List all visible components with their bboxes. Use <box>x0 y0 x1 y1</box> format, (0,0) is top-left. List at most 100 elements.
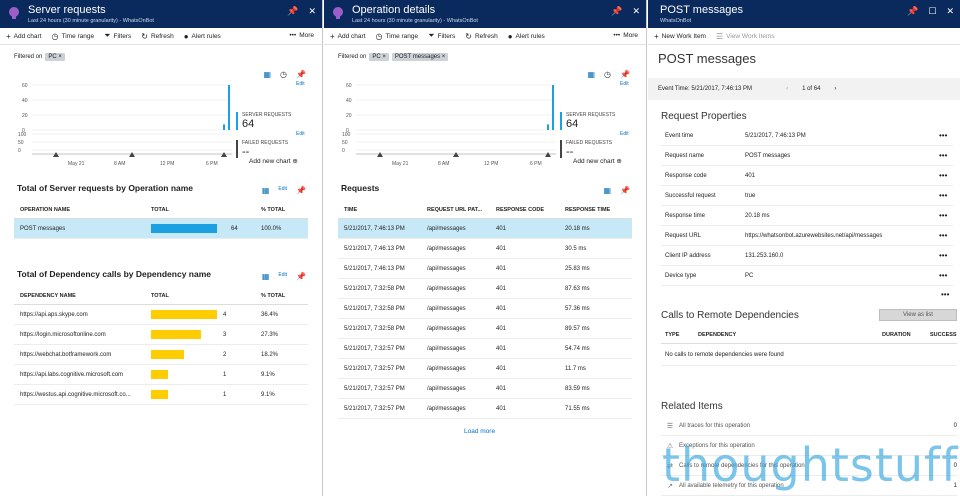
table-row[interactable]: 5/21/2017, 7:32:58 PM/api/messages 401 89.… <box>338 319 632 339</box>
table-row[interactable]: https://api.aps.skype.com 4 36.4% <box>14 305 308 325</box>
server-requests-count: 64 <box>242 118 255 130</box>
pin-icon[interactable]: 📌 <box>907 6 919 16</box>
next-icon[interactable]: › <box>834 86 837 92</box>
ellipsis-icon[interactable]: ••• <box>939 231 948 240</box>
table-row[interactable]: 5/21/2017, 7:46:13 PM/api/messages 401 30.… <box>338 239 632 259</box>
pin-icon[interactable]: 📌 <box>296 272 306 281</box>
edit-link[interactable]: Edit <box>278 272 288 278</box>
pin-icon[interactable]: 📌 <box>620 70 630 79</box>
grid-icon[interactable]: ▦ <box>587 70 596 79</box>
table-row[interactable]: 5/21/2017, 7:32:58 PM/api/messages 401 87.… <box>338 279 632 299</box>
time-marker[interactable] <box>53 152 59 157</box>
table-row[interactable]: 5/21/2017, 7:46:13 PM/api/messages 401 25.… <box>338 259 632 279</box>
ellipsis-icon[interactable]: ••• <box>939 171 948 180</box>
time-cell: 5/21/2017, 7:32:58 PM <box>344 325 405 332</box>
filter-chip-pc[interactable]: PC × <box>45 53 65 61</box>
filter-icon: ⏷ <box>104 31 111 40</box>
filters-button[interactable]: ⏷ Filters <box>428 31 456 40</box>
table-row[interactable]: https://login.microsoftonline.com 3 27.3% <box>14 325 308 345</box>
table-row[interactable]: POST messages 64 100.0% <box>14 219 308 239</box>
y-tick-label: 60 <box>22 83 28 89</box>
time-range-button[interactable]: ◷ Time range <box>51 31 95 41</box>
ellipsis-icon[interactable]: ••• <box>939 151 948 160</box>
maximize-icon[interactable]: ☐ <box>928 6 937 16</box>
edit-chart-link[interactable]: Edit <box>620 81 629 87</box>
view-work-items-button[interactable]: ☰ View Work Items <box>715 31 775 41</box>
more-ellipsis-icon[interactable]: ••• <box>941 290 950 299</box>
table-row[interactable]: https://webchat.botframework.com 2 18.2% <box>14 345 308 365</box>
filter-chip-pc[interactable]: PC × <box>369 53 389 61</box>
add-chart-button[interactable]: + Add chart <box>330 31 366 41</box>
property-value: 131.253.160.0 <box>745 252 784 259</box>
related-item[interactable]: ⚠ Exceptions for this operation <box>661 436 957 456</box>
pin-icon[interactable]: 📌 <box>611 6 623 16</box>
ellipsis-icon[interactable]: ••• <box>939 271 948 280</box>
total-bar <box>151 310 217 319</box>
table-row[interactable]: https://api.labs.cognitive.microsoft.com… <box>14 365 308 385</box>
edit-chart-link[interactable]: Edit <box>296 131 305 137</box>
close-icon[interactable]: ✕ <box>632 6 640 16</box>
ellipsis-icon[interactable]: ••• <box>939 131 948 140</box>
refresh-button[interactable]: ↻ Refresh <box>465 31 498 41</box>
property-row: Request name POST messages ••• <box>661 146 953 166</box>
failed-requests-summary: FAILED REQUESTS -- <box>560 140 612 158</box>
grid-icon[interactable]: ▦ <box>261 186 270 195</box>
ellipsis-icon[interactable]: ••• <box>939 211 948 220</box>
failed-requests-count: -- <box>242 146 250 158</box>
add-chart-button[interactable]: + Add chart <box>6 31 42 41</box>
ellipsis-icon[interactable]: ••• <box>939 191 948 200</box>
table-row[interactable]: 5/21/2017, 7:32:57 PM/api/messages 401 71.… <box>338 399 632 419</box>
time-marker[interactable] <box>129 152 135 157</box>
related-item[interactable]: ⇄ Calls to remote dependencies for this o… <box>661 456 957 476</box>
table-row[interactable]: https://westus.api.cognitive.microsoft.c… <box>14 385 308 405</box>
pin-icon[interactable]: 📌 <box>296 186 306 195</box>
grid-icon[interactable]: ▦ <box>261 272 270 281</box>
view-as-list-button[interactable]: View as list <box>879 309 957 321</box>
time-marker[interactable] <box>377 152 383 157</box>
time-marker[interactable] <box>545 152 551 157</box>
time-marker[interactable] <box>221 152 227 157</box>
filter-chip-post-messages[interactable]: POST messages × <box>391 53 449 61</box>
pin-icon[interactable]: 📌 <box>296 70 306 79</box>
blade-header: POST messages WhatsOnBot 📌 ☐ ✕ <box>648 0 960 28</box>
pin-icon[interactable]: 📌 <box>620 186 630 195</box>
related-item-icon: ☰ <box>666 422 674 430</box>
table-row[interactable]: 5/21/2017, 7:32:57 PM/api/messages 401 83.… <box>338 379 632 399</box>
response-code-cell: 401 <box>496 405 507 412</box>
clock-icon[interactable]: ◷ <box>280 70 288 79</box>
table-row[interactable]: 5/21/2017, 7:32:58 PM/api/messages 401 57.… <box>338 299 632 319</box>
table-row[interactable]: 5/21/2017, 7:32:57 PM/api/messages 401 11.… <box>338 359 632 379</box>
edit-link[interactable]: Edit <box>278 186 288 192</box>
related-item-icon: ⇄ <box>667 462 673 470</box>
load-more-link[interactable]: Load more <box>464 428 496 435</box>
table-row[interactable]: 5/21/2017, 7:32:57 PM/api/messages 401 54.… <box>338 339 632 359</box>
grid-icon[interactable]: ▦ <box>603 186 612 195</box>
refresh-button[interactable]: ↻ Refresh <box>141 31 174 41</box>
ellipsis-icon[interactable]: ••• <box>939 251 948 260</box>
time-marker[interactable] <box>453 152 459 157</box>
new-work-item-button[interactable]: + New Work Item <box>654 31 706 41</box>
clock-icon[interactable]: ◷ <box>604 70 612 79</box>
grid-icon[interactable]: ▦ <box>263 70 272 79</box>
bar-cell <box>151 350 223 359</box>
close-icon[interactable]: ✕ <box>946 6 954 16</box>
more-button[interactable]: ••• More <box>289 32 314 39</box>
x-tick-label: May 21 <box>68 161 85 167</box>
alert-rules-button[interactable]: ● Alert rules <box>507 31 545 41</box>
alert-rules-button[interactable]: ● Alert rules <box>183 31 221 41</box>
add-new-chart-button[interactable]: Add new chart ⊕ <box>249 158 298 165</box>
time-range-button[interactable]: ◷ Time range <box>375 31 419 41</box>
response-code-cell: 401 <box>496 285 507 292</box>
filters-button[interactable]: ⏷ Filters <box>104 31 132 40</box>
more-button[interactable]: ••• More <box>613 32 638 39</box>
table-row[interactable]: 5/21/2017, 7:46:13 PM/api/messages 401 20.… <box>338 219 632 239</box>
x-tick-label: 8 AM <box>438 161 449 167</box>
add-new-chart-button[interactable]: Add new chart ⊕ <box>573 158 622 165</box>
response-code-cell: 401 <box>496 265 507 272</box>
edit-chart-link[interactable]: Edit <box>296 81 305 87</box>
close-icon[interactable]: ✕ <box>308 6 316 16</box>
prev-icon[interactable]: ‹ <box>786 86 789 92</box>
pin-icon[interactable]: 📌 <box>287 6 299 16</box>
edit-chart-link[interactable]: Edit <box>620 131 629 137</box>
related-item[interactable]: ☰ All traces for this operation 0 <box>661 416 957 436</box>
